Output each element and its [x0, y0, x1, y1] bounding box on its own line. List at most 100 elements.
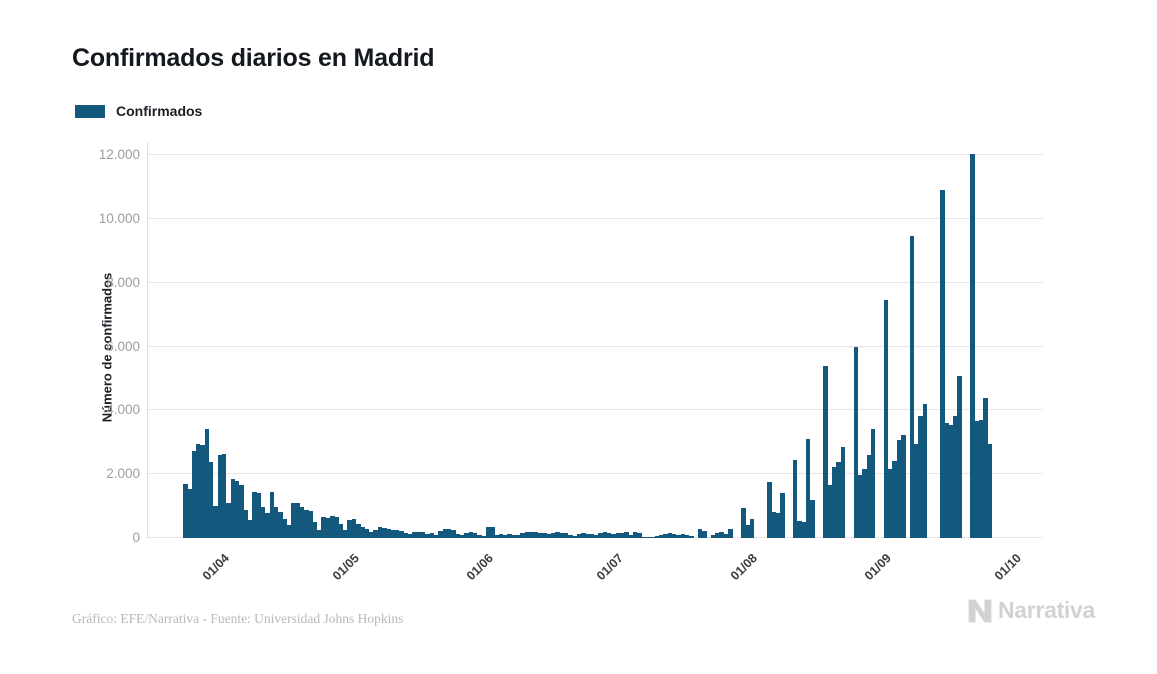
bar — [204, 429, 210, 538]
bar — [477, 534, 482, 538]
bar — [356, 523, 361, 538]
bar — [853, 347, 859, 538]
bar — [425, 534, 430, 538]
bar — [455, 534, 461, 538]
bar — [671, 534, 677, 538]
x-tick-label: 01/06 — [463, 551, 496, 584]
bar — [862, 468, 867, 538]
bar — [394, 530, 400, 538]
bar — [624, 531, 629, 538]
bar — [606, 532, 612, 538]
bar — [628, 535, 634, 538]
bar — [979, 419, 984, 538]
bar — [472, 533, 478, 538]
bar — [403, 533, 409, 538]
bar — [485, 526, 491, 538]
bar — [442, 529, 448, 538]
bar — [273, 507, 279, 538]
bar — [312, 521, 318, 538]
y-tick-label: 4.000 — [106, 402, 140, 418]
bar — [940, 190, 945, 538]
bar — [974, 421, 980, 538]
bar — [282, 518, 288, 538]
bar — [857, 475, 863, 538]
x-tick-label: 01/07 — [593, 551, 626, 584]
bar — [810, 500, 815, 538]
bar — [325, 517, 331, 538]
y-tick-label: 10.000 — [98, 210, 140, 226]
bar — [529, 531, 534, 538]
bar — [247, 520, 253, 538]
bar — [351, 518, 357, 538]
bar — [572, 536, 577, 538]
bar — [269, 492, 275, 538]
bar — [611, 533, 616, 538]
bar — [559, 532, 564, 538]
bar — [870, 428, 876, 538]
bar — [883, 299, 889, 538]
bar — [494, 534, 499, 538]
bar — [957, 375, 962, 538]
bar — [230, 478, 236, 538]
bar — [792, 460, 798, 538]
bar — [343, 530, 348, 538]
bar — [265, 513, 270, 538]
y-tick-label: 0 — [132, 530, 140, 545]
bar — [360, 527, 365, 538]
chart-title: Confirmados diarios en Madrid — [72, 44, 435, 72]
bar — [304, 509, 309, 538]
gridline-4000 — [147, 409, 1043, 411]
bar — [420, 532, 426, 538]
legend-swatch — [75, 104, 105, 118]
bar — [369, 531, 374, 538]
bar — [896, 440, 902, 538]
bar — [723, 534, 729, 538]
bar — [589, 534, 595, 538]
plot-area — [147, 154, 1043, 538]
bar — [347, 520, 352, 538]
bar — [745, 525, 750, 538]
bar — [684, 535, 690, 538]
bar — [217, 455, 223, 538]
bar — [948, 424, 954, 538]
legend-label: Confirmados — [116, 103, 203, 119]
x-tick-label: 01/05 — [329, 551, 362, 584]
bar — [546, 534, 551, 538]
x-tick-label: 01/04 — [199, 551, 232, 584]
bar — [243, 510, 249, 538]
gridline-10000 — [147, 217, 1043, 219]
bar — [338, 523, 344, 538]
gridline-2000 — [147, 473, 1043, 475]
bar — [438, 531, 443, 538]
bar — [498, 534, 504, 538]
bar — [944, 423, 949, 538]
bar — [208, 462, 214, 538]
bar — [901, 434, 906, 538]
bar — [481, 535, 487, 538]
bar — [386, 528, 391, 538]
bar — [308, 511, 313, 538]
bar — [918, 415, 923, 538]
bar — [226, 502, 231, 538]
bar — [922, 403, 928, 538]
bar — [576, 534, 582, 538]
bar — [658, 535, 664, 538]
bar — [373, 530, 378, 538]
bar — [503, 535, 508, 538]
bar — [866, 455, 872, 538]
bar — [823, 366, 828, 538]
y-tick-label: 12.000 — [98, 147, 140, 162]
bar — [767, 481, 772, 538]
bar — [490, 527, 495, 538]
bar — [286, 525, 292, 538]
bar — [650, 536, 655, 538]
bar — [741, 508, 746, 538]
bar — [637, 533, 642, 538]
bar — [654, 536, 660, 538]
bar — [632, 531, 638, 538]
bar — [641, 536, 647, 538]
legend-item-confirmados[interactable]: Confirmados — [75, 103, 202, 119]
bar — [364, 529, 370, 538]
bar — [840, 447, 846, 538]
bar — [602, 531, 608, 538]
